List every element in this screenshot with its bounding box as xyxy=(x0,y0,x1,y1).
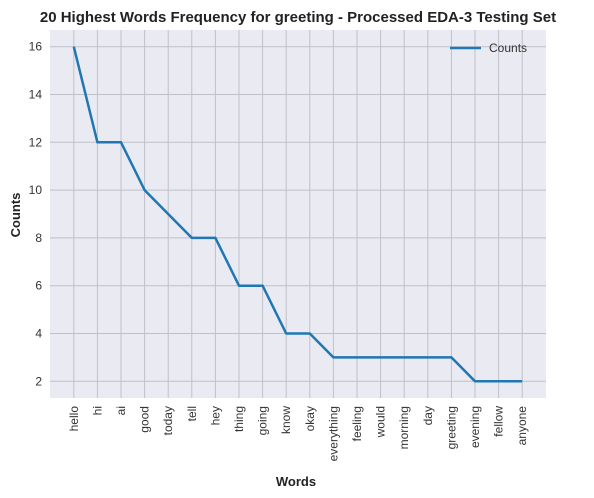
legend: Counts xyxy=(450,41,527,55)
y-tick-label: 4 xyxy=(35,326,42,340)
x-tick-label: morning xyxy=(397,406,411,449)
x-tick-label: everything xyxy=(326,406,340,461)
y-tick-label: 8 xyxy=(35,231,42,245)
x-tick-label: fellow xyxy=(492,406,506,437)
x-axis-label: Words xyxy=(276,474,316,489)
x-tick-label: today xyxy=(161,406,175,435)
x-tick-label: hi xyxy=(90,406,104,415)
y-tick-labels: 2 4 6 8 10 12 14 16 xyxy=(29,40,43,389)
chart-title: 20 Highest Words Frequency for greeting … xyxy=(40,9,556,26)
y-tick-label: 2 xyxy=(35,374,42,388)
x-tick-label: day xyxy=(421,406,435,425)
series-line-counts xyxy=(72,46,523,383)
legend-label-counts: Counts xyxy=(489,41,527,55)
grid-lines xyxy=(50,30,546,398)
x-tick-label: would xyxy=(374,406,388,438)
x-tick-label: hey xyxy=(208,406,222,425)
x-tick-label: good xyxy=(138,406,152,433)
y-axis-label: Counts xyxy=(8,193,23,238)
x-tick-label: know xyxy=(279,406,293,434)
y-tick-label: 6 xyxy=(35,279,42,293)
y-tick-label: 14 xyxy=(29,88,43,102)
x-tick-label: going xyxy=(256,406,270,435)
x-tick-label: hello xyxy=(67,406,81,432)
x-tick-label: feeling xyxy=(350,406,364,441)
plot-area xyxy=(50,30,546,398)
y-tick-label: 10 xyxy=(29,183,43,197)
x-tick-label: tell xyxy=(185,406,199,421)
x-tick-label: greeting xyxy=(444,406,458,449)
x-tick-labels: hello hi ai good today tell hey thing going know o… xyxy=(67,406,529,462)
x-tick-label: okay xyxy=(303,406,317,431)
y-tick-label: 16 xyxy=(29,40,43,54)
x-tick-label: evening xyxy=(468,406,482,448)
y-tick-label: 12 xyxy=(29,135,43,149)
x-tick-label: anyone xyxy=(515,406,529,446)
x-tick-label: thing xyxy=(232,406,246,432)
x-tick-label: ai xyxy=(114,406,128,415)
